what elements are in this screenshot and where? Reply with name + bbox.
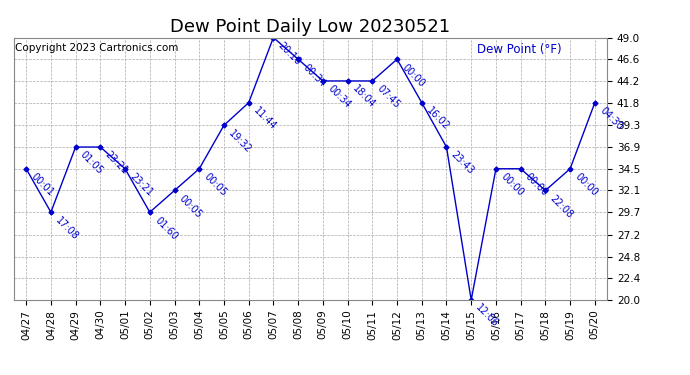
Text: 12:06: 12:06 bbox=[474, 303, 501, 330]
Text: 00:05: 00:05 bbox=[177, 193, 204, 220]
Text: 01:05: 01:05 bbox=[79, 150, 105, 177]
Text: Copyright 2023 Cartronics.com: Copyright 2023 Cartronics.com bbox=[15, 43, 178, 53]
Text: 00:00: 00:00 bbox=[573, 171, 600, 198]
Text: 23:21: 23:21 bbox=[128, 171, 155, 198]
Text: 23:21: 23:21 bbox=[103, 150, 130, 177]
Text: 20:10: 20:10 bbox=[276, 40, 303, 67]
Text: 04:30: 04:30 bbox=[598, 105, 624, 132]
Text: 00:00: 00:00 bbox=[400, 62, 426, 89]
Text: 23:43: 23:43 bbox=[449, 150, 476, 177]
Text: 00:00: 00:00 bbox=[524, 171, 550, 198]
Text: 00:05: 00:05 bbox=[202, 171, 229, 198]
Title: Dew Point Daily Low 20230521: Dew Point Daily Low 20230521 bbox=[170, 18, 451, 36]
Text: 00:01: 00:01 bbox=[29, 171, 56, 198]
Text: 11:44: 11:44 bbox=[251, 105, 278, 132]
Text: 01:60: 01:60 bbox=[152, 215, 179, 242]
Text: 07:45: 07:45 bbox=[375, 84, 402, 111]
Text: 00:34: 00:34 bbox=[326, 84, 353, 110]
Text: 18:04: 18:04 bbox=[351, 84, 377, 110]
Text: 16:02: 16:02 bbox=[424, 105, 451, 132]
Text: 19:32: 19:32 bbox=[227, 128, 253, 155]
Text: 00:00: 00:00 bbox=[499, 171, 525, 198]
Text: 22:08: 22:08 bbox=[548, 193, 575, 220]
Text: 17:08: 17:08 bbox=[54, 215, 81, 242]
Text: Dew Point (°F): Dew Point (°F) bbox=[477, 43, 561, 56]
Text: 00:34: 00:34 bbox=[301, 62, 328, 89]
